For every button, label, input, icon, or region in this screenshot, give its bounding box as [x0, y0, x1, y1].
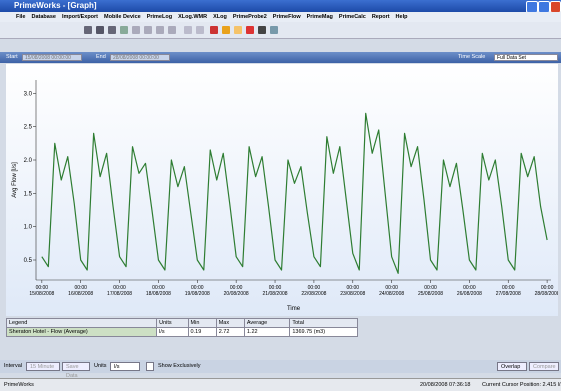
tool-icon[interactable] [144, 26, 152, 34]
date-bar: Start 15/08/2008 00:00:00 End 28/08/2008… [0, 52, 561, 63]
bottom-bar: Interval 15 Minute Save Data Units l/s S… [0, 360, 561, 379]
window-title: PrimeWorks - [Graph] [14, 1, 97, 10]
tool-icon[interactable] [120, 26, 128, 34]
interval-label: Interval [4, 363, 23, 369]
legend-cell: 1.22 [243, 327, 291, 337]
x-tick-label: 00:00 15/08/2008 [29, 285, 54, 297]
tool-icon[interactable] [132, 26, 140, 34]
status-datetime: 20/08/2008 07:36:18 [420, 382, 471, 388]
end-field[interactable]: 28/08/2008 00:00:00 [110, 54, 170, 61]
y-tick-label: 2.5 [24, 125, 33, 131]
legend-header-cell: Min [187, 318, 217, 328]
x-tick-label: 00:00 17/08/2008 [107, 285, 132, 297]
save-data-button[interactable]: Save Data [62, 362, 90, 379]
legend-header-cell: Legend [5, 318, 158, 328]
legend-series-name: Sheraton Hotel - Flow (Average) [5, 327, 158, 337]
start-label: Start [6, 54, 18, 60]
time-scale-field[interactable]: Full Data Set [494, 54, 558, 61]
menu-item[interactable]: PrimeFlow [272, 14, 301, 20]
menu-item[interactable]: Help [395, 14, 408, 20]
flow-line [41, 112, 548, 274]
time-scale-label: Time Scale [458, 54, 486, 60]
tool-icon[interactable] [168, 26, 176, 34]
x-tick-label: 00:00 26/08/2008 [457, 285, 482, 297]
y-tick-label: 1.0 [24, 225, 33, 231]
menu-bar: File Database Import/Export Mobile Device Pr… [0, 12, 561, 22]
toolbar [0, 22, 561, 39]
y-tick-label: 0.5 [24, 258, 33, 264]
x-tick-label: 00:00 18/08/2008 [146, 285, 171, 297]
legend-cell: 0.19 [187, 327, 217, 337]
menu-item[interactable]: Import/Export [61, 14, 99, 20]
menu-item[interactable]: File [16, 14, 26, 20]
x-tick-label: 00:00 27/08/2008 [496, 285, 521, 297]
tool-icon[interactable] [156, 26, 164, 34]
units-label: Units [94, 363, 107, 369]
menu-item[interactable]: PrimeProbe2 [232, 14, 267, 20]
x-tick-label: 00:00 19/08/2008 [185, 285, 210, 297]
legend-row[interactable]: Sheraton Hotel - Flow (Average) l/s 0.19 2.… [5, 327, 358, 337]
tool-icon[interactable] [246, 26, 254, 34]
legend-cell: 1369.75 (m3) [289, 327, 358, 337]
legend-cell: l/s [156, 327, 189, 337]
legend-table: Legend Units Min Max Average Total Sheraton H… [5, 318, 358, 337]
menu-item[interactable]: PrimeCalc [338, 14, 366, 20]
graph-panel: 0.5 1.0 1.5 2.0 2.5 3.0 00:00 15/08/2008 00:00 16… [6, 64, 560, 316]
x-tick-label: 00:00 24/08/2008 [379, 285, 404, 297]
legend-header-cell: Average [243, 318, 291, 328]
status-bar: PrimeWorks 20/08/2008 07:36:18 Current C… [0, 378, 561, 391]
menu-item[interactable]: PrimeMag [306, 14, 333, 20]
y-tick-label: 1.5 [24, 191, 33, 197]
legend-header-cell: Total [289, 318, 358, 328]
x-tick-label: 00:00 16/08/2008 [68, 285, 93, 297]
y-axis-title: Avg Flow [l/s] [12, 162, 18, 198]
start-field[interactable]: 15/08/2008 00:00:00 [22, 54, 82, 61]
x-tick-label: 00:00 22/08/2008 [301, 285, 326, 297]
chart: 0.5 1.0 1.5 2.0 2.5 3.0 00:00 15/08/2008 00:00 16… [12, 80, 560, 312]
legend-cell: 2.72 [215, 327, 245, 337]
tool-icon[interactable] [234, 26, 242, 34]
compare-button[interactable]: Compare [529, 362, 559, 371]
interval-select[interactable]: 15 Minute [26, 362, 60, 371]
tool-icon[interactable] [258, 26, 266, 34]
tool-icon[interactable] [210, 26, 218, 34]
status-cursor: Current Cursor Position: 2.415 l/s [482, 382, 561, 388]
x-tick-label: 00:00 21/08/2008 [263, 285, 288, 297]
tool-icon[interactable] [184, 26, 192, 34]
legend-header-cell: Max [215, 318, 245, 328]
tool-icon[interactable] [270, 26, 278, 34]
y-tick-label: 2.0 [24, 158, 33, 164]
menu-item[interactable]: XLog [213, 14, 227, 20]
tool-icon[interactable] [96, 26, 104, 34]
menu-item[interactable]: Database [31, 14, 56, 20]
tool-icon[interactable] [108, 26, 116, 34]
title-bar: PrimeWorks - [Graph] [0, 0, 561, 12]
menu-item[interactable]: Report [371, 14, 390, 20]
show-exclusively-checkbox[interactable] [146, 362, 154, 371]
tool-icon[interactable] [222, 26, 230, 34]
x-axis-title: Time [287, 306, 301, 312]
menu-item[interactable]: Mobile Device [104, 14, 141, 20]
status-app: PrimeWorks [4, 382, 34, 388]
x-tick-label: 00:00 25/08/2008 [418, 285, 443, 297]
menu-item[interactable]: PrimeLog [146, 14, 173, 20]
x-tick-label: 00:00 23/08/2008 [340, 285, 365, 297]
tool-icon[interactable] [84, 26, 92, 34]
y-tick-label: 3.0 [24, 91, 33, 97]
end-label: End [96, 54, 106, 60]
menu-item[interactable]: XLog.WMR [178, 14, 208, 20]
legend-header-cell: Units [156, 318, 189, 328]
tool-icon[interactable] [196, 26, 204, 34]
show-exclusively-label: Show Exclusively [158, 363, 201, 369]
overlap-button[interactable]: Overlap [497, 362, 527, 371]
x-tick-label: 00:00 28/08/2008 [535, 285, 558, 297]
units-select[interactable]: l/s [110, 362, 140, 371]
x-tick-label: 00:00 20/08/2008 [224, 285, 249, 297]
legend-header: Legend Units Min Max Average Total [5, 318, 358, 328]
